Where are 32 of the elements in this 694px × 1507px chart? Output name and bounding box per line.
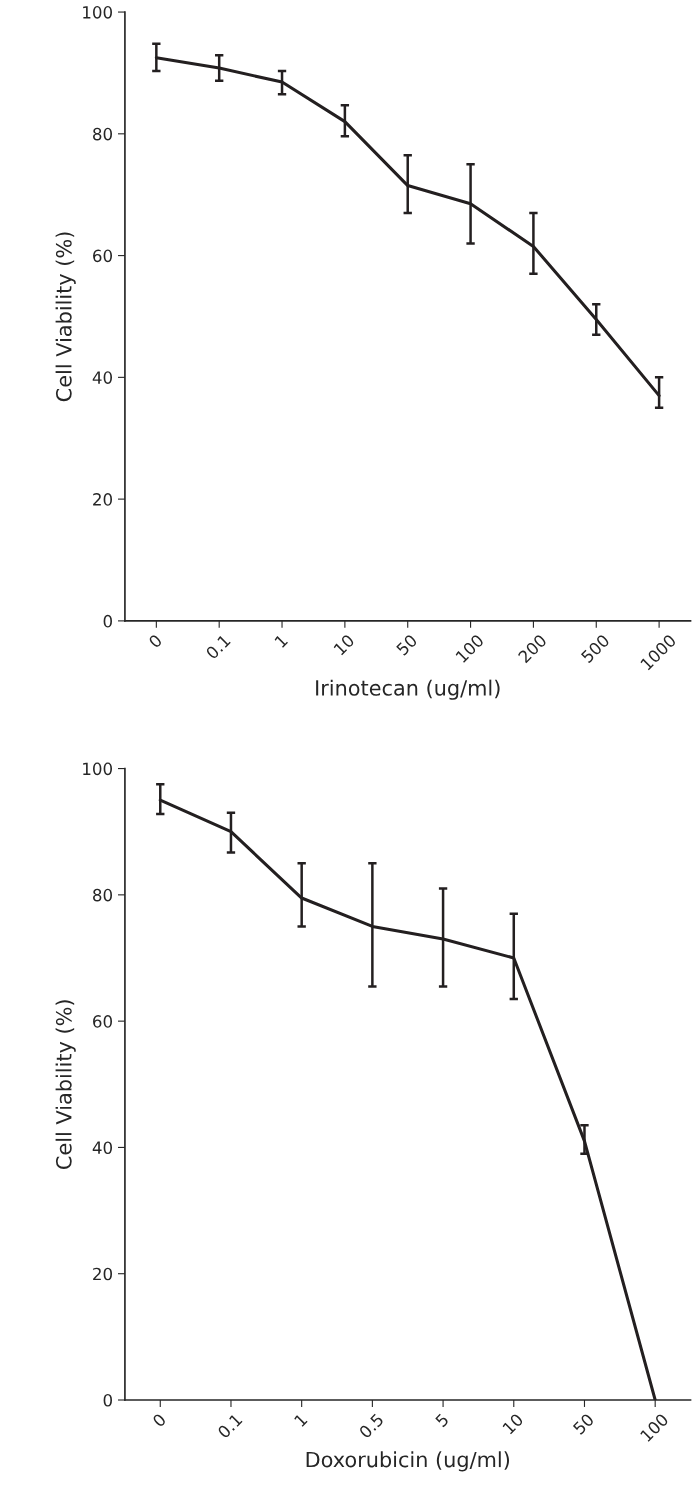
x-tick-label: 50 [395,633,418,656]
y-tick-label: 20 [93,493,113,506]
x-tick-label: 500 [580,633,611,664]
y-tick-label: 40 [92,371,113,384]
y-tick-label: 0 [103,614,113,628]
x-tick-label: 100 [455,633,485,664]
x-tick-label: 0 [151,1412,167,1428]
y-axis-title: Cell Viability (%) [55,232,76,402]
y-tick-label: 80 [93,888,113,902]
y-tick-label: 100 [83,762,113,776]
x-tick-label: 5 [434,1413,450,1428]
y-tick-label: 60 [93,1015,113,1028]
x-tick-label: 0.1 [216,1413,243,1439]
x-axis-title: Irinotecan (ug/ml) [316,679,500,700]
x-tick-label: 1 [293,1413,308,1427]
x-tick-label: 100 [639,1412,670,1443]
y-tick-label: 100 [83,6,113,19]
y-tick-label: 0 [103,1393,113,1407]
x-tick-label: 1 [274,634,288,648]
x-tick-label: 10 [502,1412,524,1435]
y-tick-label: 60 [93,249,113,263]
y-axis-title: Cell Viability (%) [55,1000,76,1169]
x-axis-title: Doxorubicin (ug/ml) [306,1451,510,1472]
y-tick-label: 20 [93,1267,113,1281]
x-tick-label: 0.5 [358,1413,385,1439]
x-tick-label: 50 [572,1412,595,1436]
x-tick-label: 200 [517,633,548,664]
y-tick-label: 40 [92,1141,113,1154]
x-tick-label: 0.1 [205,633,231,660]
y-tick-label: 80 [93,127,113,141]
x-tick-label: 0 [147,633,163,649]
x-tick-label: 10 [333,633,356,656]
